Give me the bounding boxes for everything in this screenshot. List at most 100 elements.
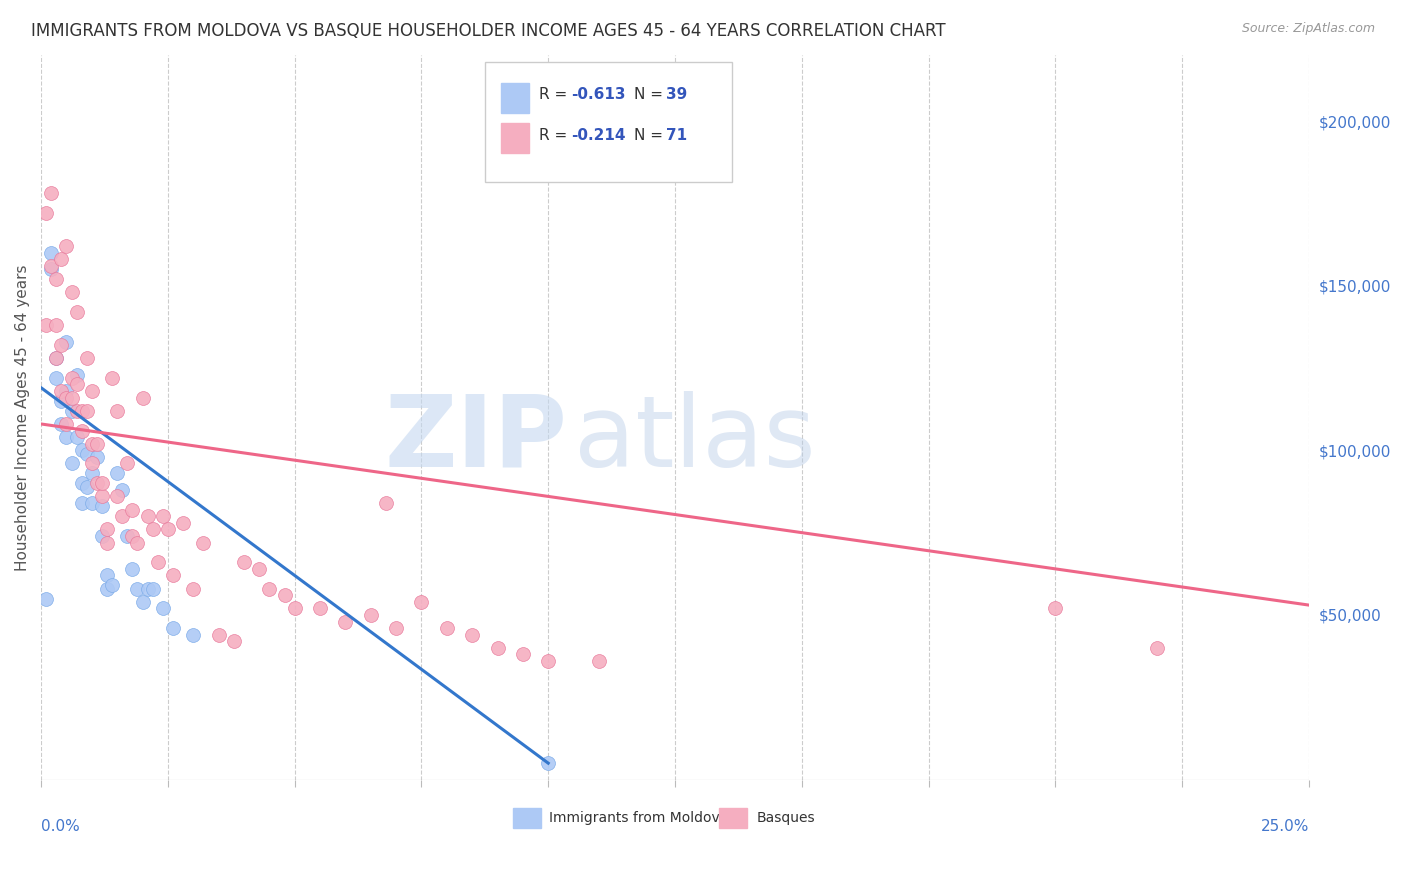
Point: [86, 450, 108, 464]
Point: [537, 756, 560, 771]
Point: [65, 305, 87, 319]
Point: [60, 457, 83, 471]
Point: [152, 509, 174, 524]
Point: [45, 351, 67, 365]
Text: ZIP: ZIP: [384, 391, 567, 488]
Point: [284, 601, 307, 615]
Text: atlas: atlas: [574, 391, 815, 488]
FancyBboxPatch shape: [485, 62, 733, 182]
Point: [65, 377, 87, 392]
Text: Basques: Basques: [756, 811, 814, 825]
Point: [39, 186, 62, 201]
Point: [91, 500, 114, 514]
Y-axis label: Householder Income Ages 45 - 64 years: Householder Income Ages 45 - 64 years: [15, 264, 30, 571]
Point: [360, 607, 382, 622]
Point: [80, 436, 103, 450]
Point: [309, 601, 332, 615]
Point: [70, 424, 93, 438]
Text: 39: 39: [666, 87, 688, 103]
Point: [70, 443, 93, 458]
Point: [65, 430, 87, 444]
Point: [117, 457, 139, 471]
Point: [131, 391, 153, 405]
Point: [76, 479, 98, 493]
Text: R =: R =: [540, 87, 572, 103]
Text: -0.613: -0.613: [571, 87, 626, 103]
Point: [96, 535, 118, 549]
Point: [375, 496, 398, 510]
Point: [91, 490, 114, 504]
Point: [76, 351, 98, 365]
Point: [60, 371, 83, 385]
FancyBboxPatch shape: [502, 83, 529, 113]
Point: [142, 582, 165, 596]
Point: [96, 582, 118, 596]
Point: [70, 404, 93, 418]
Point: [86, 436, 108, 450]
Point: [411, 595, 433, 609]
Text: 0.0%: 0.0%: [41, 820, 80, 835]
Point: [101, 578, 124, 592]
Point: [181, 628, 204, 642]
Point: [51, 384, 73, 398]
Point: [121, 502, 143, 516]
Point: [385, 621, 408, 635]
Point: [60, 404, 83, 418]
Point: [80, 496, 103, 510]
Point: [512, 648, 534, 662]
Point: [55, 384, 77, 398]
Point: [105, 490, 128, 504]
Point: [80, 457, 103, 471]
Point: [96, 522, 118, 536]
Point: [436, 621, 458, 635]
Point: [65, 404, 87, 418]
Point: [537, 654, 560, 668]
Point: [146, 555, 169, 569]
Point: [162, 568, 184, 582]
Point: [55, 430, 77, 444]
Point: [181, 582, 204, 596]
Point: [486, 640, 509, 655]
Point: [207, 628, 229, 642]
Point: [121, 562, 143, 576]
Point: [101, 371, 124, 385]
Point: [105, 467, 128, 481]
Point: [51, 417, 73, 431]
Text: IMMIGRANTS FROM MOLDOVA VS BASQUE HOUSEHOLDER INCOME AGES 45 - 64 YEARS CORRELAT: IMMIGRANTS FROM MOLDOVA VS BASQUE HOUSEH…: [31, 22, 946, 40]
Point: [152, 601, 174, 615]
Point: [55, 391, 77, 405]
Point: [55, 334, 77, 349]
Text: Source: ZipAtlas.com: Source: ZipAtlas.com: [1241, 22, 1375, 36]
Point: [588, 654, 610, 668]
FancyBboxPatch shape: [720, 808, 747, 828]
Point: [55, 417, 77, 431]
Text: -0.214: -0.214: [571, 128, 626, 143]
Point: [60, 391, 83, 405]
Point: [111, 483, 134, 497]
Point: [259, 582, 281, 596]
Point: [35, 318, 58, 333]
Text: R =: R =: [540, 128, 572, 143]
Point: [1045, 601, 1067, 615]
Point: [39, 245, 62, 260]
Point: [45, 351, 67, 365]
Point: [172, 516, 194, 530]
Text: N =: N =: [634, 87, 668, 103]
Point: [91, 529, 114, 543]
Point: [39, 262, 62, 277]
Point: [35, 206, 58, 220]
Point: [65, 368, 87, 382]
FancyBboxPatch shape: [513, 808, 541, 828]
Point: [70, 476, 93, 491]
Point: [117, 529, 139, 543]
Point: [162, 621, 184, 635]
Point: [51, 393, 73, 408]
Point: [45, 371, 67, 385]
Point: [51, 338, 73, 352]
Point: [142, 522, 165, 536]
Point: [1146, 640, 1168, 655]
Point: [156, 522, 179, 536]
Point: [80, 384, 103, 398]
Point: [233, 555, 256, 569]
Point: [51, 252, 73, 267]
